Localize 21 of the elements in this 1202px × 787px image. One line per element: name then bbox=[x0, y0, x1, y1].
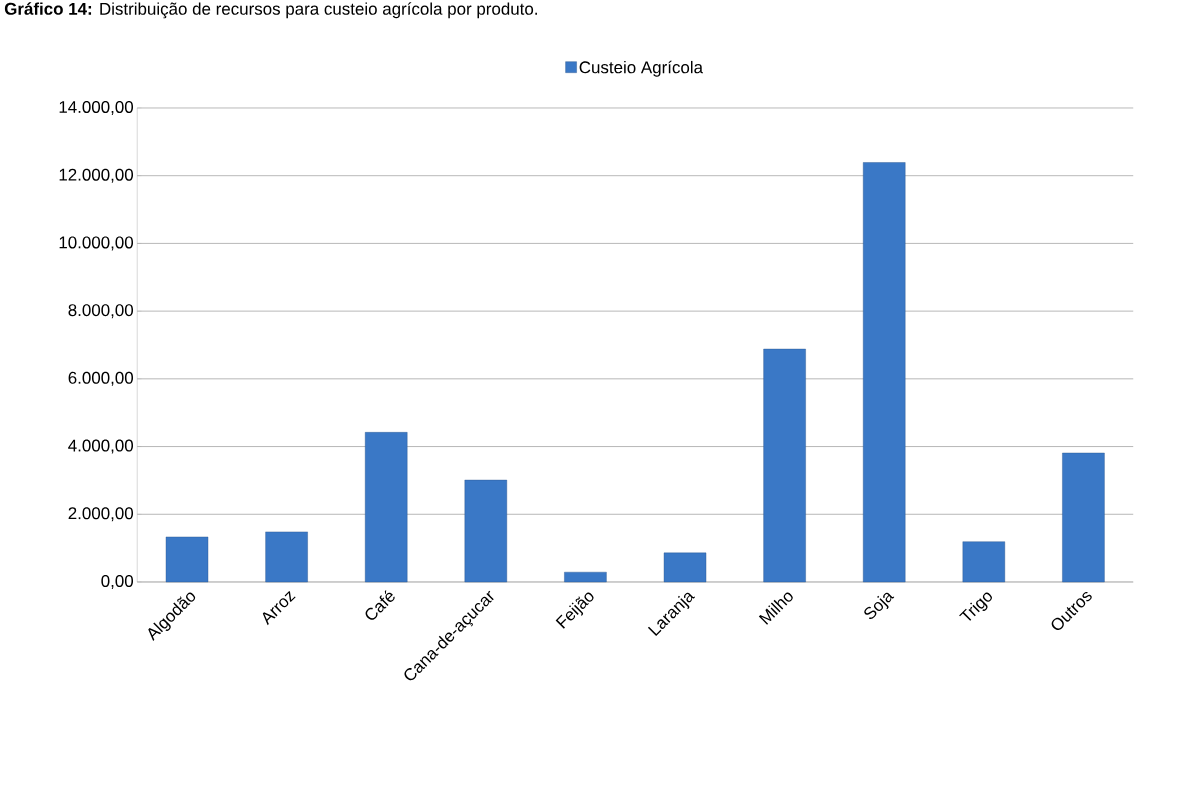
y-tick-label: 8.000,00 bbox=[68, 304, 134, 319]
bar bbox=[763, 348, 806, 583]
bar bbox=[165, 536, 209, 583]
bar bbox=[365, 432, 408, 583]
y-tick-label: 2.000,00 bbox=[68, 507, 134, 522]
y-tick-label: 14.000,00 bbox=[59, 100, 134, 115]
bar bbox=[265, 531, 308, 583]
y-tick-label: 10.000,00 bbox=[59, 236, 134, 251]
bar bbox=[863, 162, 906, 583]
y-tick-label: 6.000,00 bbox=[68, 371, 134, 386]
legend-label: Custeio Agrícola bbox=[579, 60, 704, 77]
bar bbox=[1062, 452, 1105, 583]
bar bbox=[464, 479, 508, 583]
y-tick-label: 4.000,00 bbox=[68, 439, 134, 454]
bar bbox=[564, 571, 607, 583]
bar bbox=[962, 541, 1006, 583]
y-tick-label: 12.000,00 bbox=[59, 168, 134, 183]
chart-title: Gráfico 14: Distribuição de recursos para custeio agrícola por produto. bbox=[4, 2, 537, 19]
y-tick-label: 0,00 bbox=[101, 574, 134, 589]
bar bbox=[663, 552, 707, 583]
x-tick-label: Soja bbox=[864, 592, 895, 620]
